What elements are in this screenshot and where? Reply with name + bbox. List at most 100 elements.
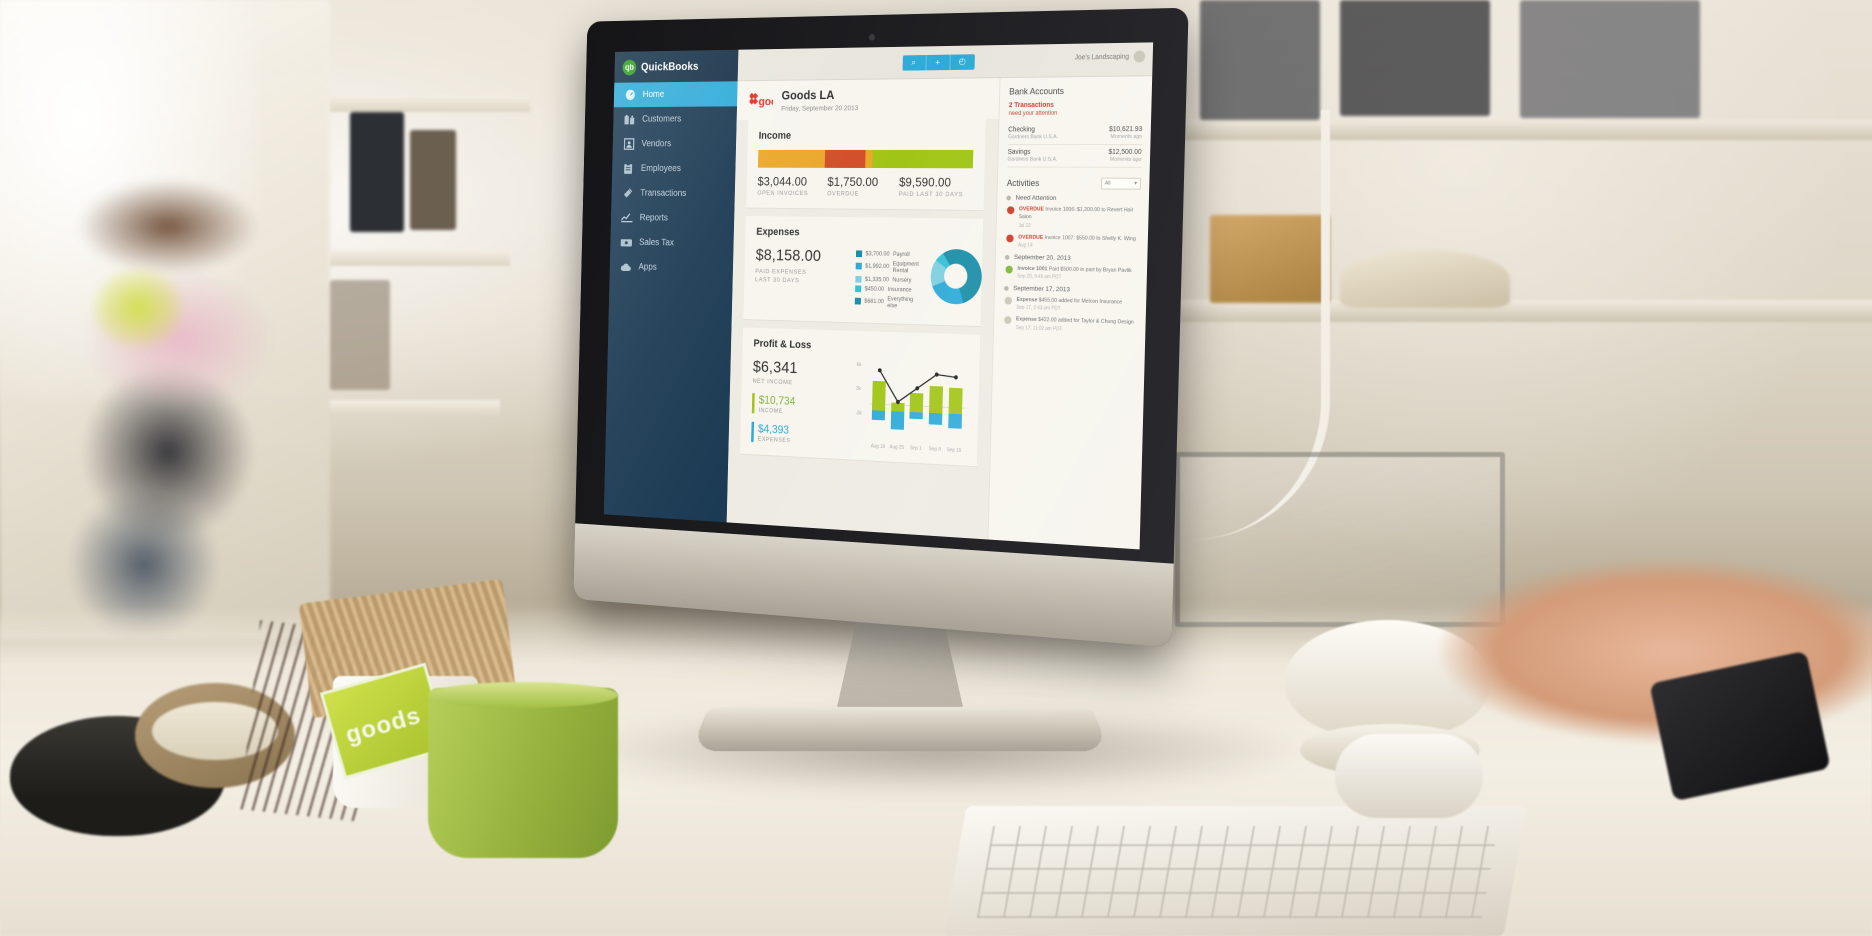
shelf-box (330, 280, 390, 390)
top-toolbar: ⌕ + ◴ Joe's Landscaping (737, 42, 1154, 82)
income-tick-icon (751, 392, 755, 414)
bank-account-row[interactable]: Savings Gardners Bank U.S.A. $12,500.00 … (1007, 144, 1142, 168)
bank-alert-count[interactable]: 2 Transactions (1008, 101, 1054, 110)
shelf (330, 96, 530, 112)
legend-item[interactable]: $1,335.00 Nursery (855, 275, 918, 284)
shelf-box (1200, 0, 1320, 120)
income-values: $3,044.00 OPEN INVOICES $1,750.00 OVERDU… (757, 174, 972, 198)
expenses-row: $8,158.00 PAID EXPENSES LAST 30 DAYS (754, 245, 983, 314)
vendors-icon (623, 138, 634, 150)
activity-item[interactable]: OVERDUE Invoice 1006: $1,200.00 to Rever… (1006, 205, 1140, 230)
create-plus-icon[interactable]: + (925, 54, 951, 70)
profit-loss-title: Profit & Loss (753, 337, 812, 352)
sidebar-item-employees[interactable]: Employees (612, 156, 736, 181)
business-date: Friday, September 20 2013 (781, 103, 859, 113)
legend-label: Equipment Rental (892, 260, 919, 275)
legend-item[interactable]: $1,992.00 Equipment Rental (855, 260, 919, 275)
activity-item[interactable]: Expense $455.00 added for Melcon Insuran… (1004, 296, 1138, 314)
sidebar-item-reports[interactable]: Reports (611, 205, 735, 231)
x-tick-label: Sep 15 (946, 447, 962, 454)
income-segment-overdue[interactable] (824, 149, 867, 168)
profit-loss-chart[interactable]: 6k 3k -3k (855, 361, 968, 454)
account-info: Checking Gardners Bank U.S.A. (1008, 126, 1058, 140)
legend-item[interactable]: $3,700.00 Payroll (855, 250, 919, 258)
business-header: goods Goods LA Friday, September 20 2013 (736, 78, 1000, 121)
sidebar-item-label: Apps (638, 262, 657, 273)
user-menu[interactable]: Joe's Landscaping (1075, 50, 1146, 63)
activity-body: Invoice 1001 Paid $500.00 in part by Bry… (1017, 265, 1132, 282)
sidebar-item-customers[interactable]: Customers (613, 106, 737, 131)
pl-expenses-label: EXPENSES (757, 435, 791, 445)
activities-filter-dropdown[interactable]: All ▾ (1100, 177, 1141, 190)
sidebar-item-label: Customers (642, 114, 682, 125)
keyboard-keys[interactable] (976, 826, 1499, 918)
recent-clock-icon[interactable]: ◴ (958, 56, 966, 67)
expenses-total: $8,158.00 (755, 245, 822, 265)
income-segment-open[interactable] (757, 149, 826, 168)
search-icon[interactable]: ⌕ (902, 54, 927, 71)
activity-body: Expense $455.00 added for Melcon Insuran… (1016, 296, 1122, 314)
expenses-legend: $3,700.00 Payroll $1,992.00 Equipment Re… (854, 247, 920, 312)
income-paid: $9,590.00 PAID LAST 30 DAYS (899, 175, 973, 198)
app-brand-name: QuickBooks (640, 59, 699, 74)
x-tick-label: Aug 18 (870, 443, 886, 450)
chevron-down-icon: ▾ (1134, 180, 1138, 187)
activity-date: Jul 22 (1018, 222, 1031, 229)
sidebar-item-transactions[interactable]: Transactions (611, 181, 735, 207)
app-logo[interactable]: qb QuickBooks (614, 49, 739, 83)
page-body: goods Goods LA Friday, September 20 2013 (727, 76, 1153, 550)
account-sync-time: Moments ago (1110, 134, 1143, 141)
income-label: OVERDUE (827, 190, 860, 198)
goods-logo: goods (749, 92, 775, 111)
sidebar-item-label: Reports (639, 212, 669, 224)
green-mug (428, 688, 618, 858)
income-label: PAID LAST 30 DAYS (898, 190, 964, 199)
legend-label: Everything else (887, 295, 914, 310)
sales-tax-icon (620, 236, 633, 248)
activity-group-label: September 17, 2013 (1013, 285, 1070, 294)
main-column: goods Goods LA Friday, September 20 2013 (727, 78, 1000, 539)
sidebar-item-apps[interactable]: Apps (610, 254, 734, 281)
business-name-block: Goods LA Friday, September 20 2013 (781, 88, 859, 113)
income-segment-paid[interactable] (872, 149, 974, 169)
legend-item[interactable]: $681.00 Everything else (854, 295, 918, 310)
legend-amount: $1,335.00 (864, 276, 889, 284)
shelf (330, 400, 500, 416)
monitor-stand-foot (690, 706, 1110, 752)
legend-item[interactable]: $450.00 Insurance (855, 285, 918, 293)
x-tick-label: Sep 8 (928, 446, 941, 453)
activity-item[interactable]: OVERDUE Invoice 1007: $550.00 to Shelly … (1005, 233, 1139, 250)
sidebar-item-home[interactable]: Home (613, 81, 738, 108)
activity-item[interactable]: Expense $422.00 added for Taylor & Chung… (1003, 315, 1137, 334)
customers-icon (624, 114, 635, 126)
account-sync-time: Moments ago (1109, 156, 1142, 163)
account-name: Checking (1008, 126, 1036, 134)
sidebar-item-sales-tax[interactable]: Sales Tax (610, 230, 734, 257)
activity-status: OVERDUE (1018, 234, 1044, 241)
activity-group-heading: September 17, 2013 (1004, 285, 1138, 295)
bank-account-row[interactable]: Checking Gardners Bank U.S.A. $10,621.93… (1007, 122, 1143, 146)
pl-expenses-block: $4,393 EXPENSES (758, 422, 791, 444)
activity-item[interactable]: Invoice 1001 Paid $500.00 in part by Bry… (1004, 264, 1138, 282)
expenses-caption-line1: PAID EXPENSES (755, 268, 807, 276)
activity-group-heading: Need Attention (1006, 195, 1140, 203)
user-name-label: Joe's Landscaping (1074, 53, 1130, 61)
account-name: Savings (1007, 148, 1031, 156)
sidebar-item-label: Sales Tax (638, 237, 675, 249)
income-card: Income $3,044.00 (746, 118, 986, 210)
sidebar-item-label: Employees (640, 163, 681, 174)
expenses-donut-chart[interactable] (929, 248, 983, 305)
expense-icon (1004, 316, 1012, 325)
pl-expenses-value: $4,393 (757, 421, 790, 437)
activities-title: Activities (1006, 178, 1040, 189)
monitor-stand-neck (835, 612, 965, 716)
pl-income-block: $10,734 INCOME (758, 393, 795, 415)
shelf (1180, 120, 1872, 140)
bullet-icon (1006, 195, 1012, 201)
sidebar-item-vendors[interactable]: Vendors (613, 131, 737, 156)
avatar[interactable] (1133, 50, 1146, 63)
y-tick-label: -3k (855, 410, 862, 417)
net-income-label: NET INCOME (752, 377, 793, 387)
legend-swatch-icon (855, 285, 862, 293)
shelf-box (1340, 0, 1490, 116)
